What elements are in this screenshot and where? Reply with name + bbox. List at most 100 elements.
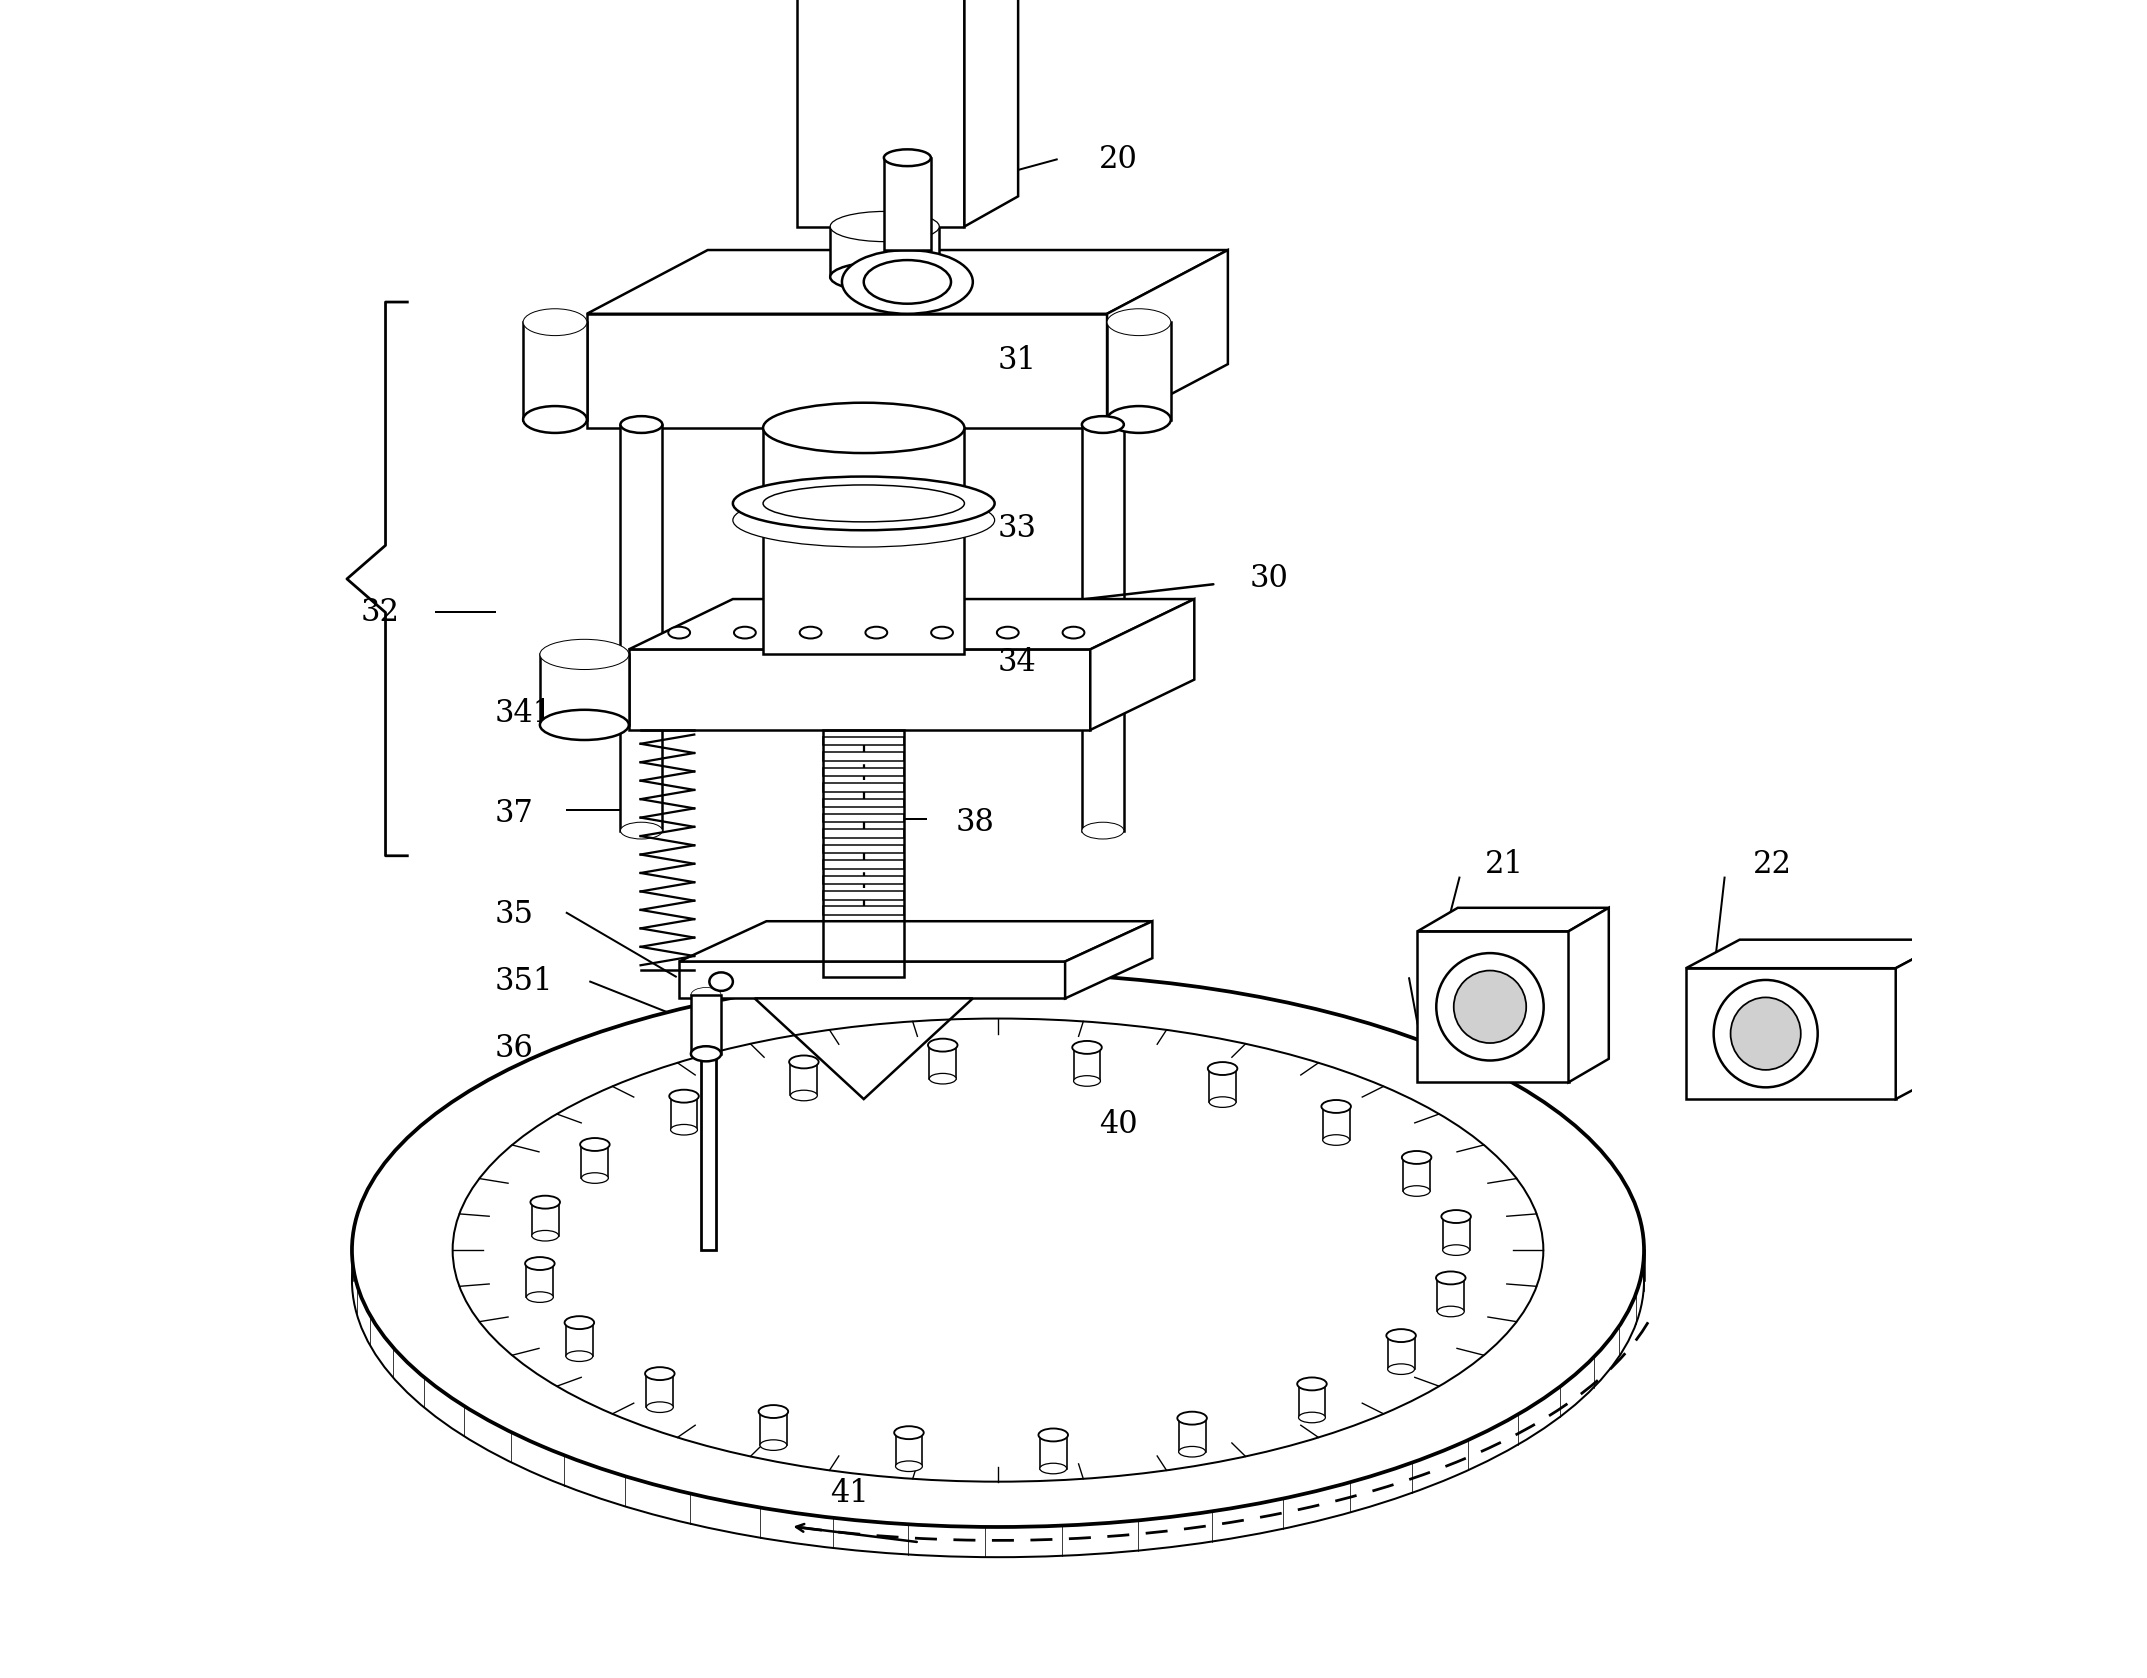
Bar [790, 1062, 818, 1096]
Ellipse shape [539, 710, 629, 740]
Bar [1108, 322, 1170, 420]
Ellipse shape [1436, 1305, 1464, 1317]
Ellipse shape [1179, 1446, 1204, 1457]
Ellipse shape [863, 260, 951, 304]
Ellipse shape [1209, 1062, 1237, 1076]
Ellipse shape [1404, 1186, 1430, 1196]
Ellipse shape [526, 1257, 554, 1270]
Ellipse shape [1443, 1245, 1469, 1255]
Ellipse shape [691, 1047, 721, 1060]
Ellipse shape [1436, 1272, 1466, 1284]
Ellipse shape [582, 1173, 608, 1183]
Ellipse shape [790, 1055, 818, 1069]
Ellipse shape [1323, 1134, 1350, 1146]
Ellipse shape [758, 1404, 788, 1418]
Ellipse shape [1082, 822, 1123, 839]
Bar [930, 1045, 955, 1079]
Text: 35: 35 [494, 899, 535, 930]
Bar [620, 425, 663, 831]
Text: 36: 36 [494, 1034, 532, 1064]
Bar [1443, 1217, 1469, 1250]
Bar [1209, 1069, 1237, 1102]
Ellipse shape [530, 1196, 560, 1208]
Polygon shape [1417, 931, 1569, 1082]
Ellipse shape [1730, 997, 1801, 1071]
Ellipse shape [1320, 1101, 1350, 1113]
Bar [824, 730, 904, 977]
Ellipse shape [1108, 406, 1170, 433]
Ellipse shape [1074, 1076, 1101, 1086]
Ellipse shape [1454, 970, 1527, 1044]
Ellipse shape [762, 403, 964, 453]
Ellipse shape [865, 626, 887, 638]
Bar [824, 876, 904, 884]
Bar [824, 829, 904, 837]
Ellipse shape [524, 406, 586, 433]
Ellipse shape [532, 1230, 558, 1242]
Bar [824, 938, 904, 946]
Ellipse shape [644, 1368, 674, 1379]
Ellipse shape [1387, 1329, 1415, 1342]
Ellipse shape [734, 626, 756, 638]
Bar [670, 1096, 698, 1129]
Text: 22: 22 [1754, 849, 1793, 879]
Bar [700, 1052, 717, 1250]
Ellipse shape [1297, 1378, 1327, 1391]
Ellipse shape [567, 1351, 593, 1361]
Bar [1074, 1047, 1101, 1081]
Ellipse shape [539, 639, 629, 670]
Ellipse shape [1387, 1364, 1415, 1374]
Ellipse shape [831, 262, 938, 292]
Text: 32: 32 [361, 597, 399, 628]
Ellipse shape [1436, 953, 1544, 1060]
Ellipse shape [893, 1426, 923, 1440]
Polygon shape [756, 998, 973, 1099]
Bar [1323, 1106, 1350, 1139]
Ellipse shape [1063, 626, 1084, 638]
Bar [1299, 1384, 1325, 1418]
Ellipse shape [885, 149, 932, 166]
Ellipse shape [1177, 1411, 1207, 1425]
Text: 10: 10 [1434, 967, 1473, 997]
Ellipse shape [1299, 1413, 1325, 1423]
Polygon shape [1417, 908, 1608, 931]
Text: 341: 341 [494, 698, 552, 728]
Bar [1404, 1158, 1430, 1191]
Ellipse shape [1441, 1210, 1471, 1223]
Polygon shape [586, 314, 1108, 428]
Bar [762, 428, 964, 654]
Polygon shape [678, 921, 1153, 961]
Ellipse shape [565, 1316, 595, 1329]
Ellipse shape [691, 987, 721, 1003]
Bar [824, 844, 904, 852]
Text: 41: 41 [831, 1478, 870, 1509]
Ellipse shape [1071, 1040, 1101, 1054]
Ellipse shape [996, 626, 1018, 638]
Bar [824, 953, 904, 961]
Bar [824, 784, 904, 792]
Ellipse shape [1402, 1151, 1432, 1165]
Bar [582, 1144, 608, 1178]
Bar [824, 769, 904, 777]
Text: 351: 351 [494, 967, 554, 997]
Polygon shape [678, 961, 1065, 998]
Polygon shape [1108, 250, 1228, 428]
Polygon shape [629, 599, 1194, 649]
Polygon shape [1896, 940, 1949, 1099]
Ellipse shape [524, 309, 586, 336]
Ellipse shape [709, 972, 732, 990]
Bar [831, 227, 938, 277]
Ellipse shape [831, 211, 938, 242]
Bar [885, 158, 932, 250]
Ellipse shape [646, 1401, 674, 1413]
Bar [824, 752, 904, 760]
Bar [824, 861, 904, 869]
Ellipse shape [895, 1462, 923, 1472]
Polygon shape [797, 0, 964, 227]
Text: 34: 34 [998, 648, 1037, 678]
Ellipse shape [760, 1440, 786, 1450]
Text: 30: 30 [1250, 564, 1288, 594]
Polygon shape [629, 649, 1091, 730]
Polygon shape [1685, 940, 1949, 968]
Ellipse shape [928, 1039, 958, 1052]
